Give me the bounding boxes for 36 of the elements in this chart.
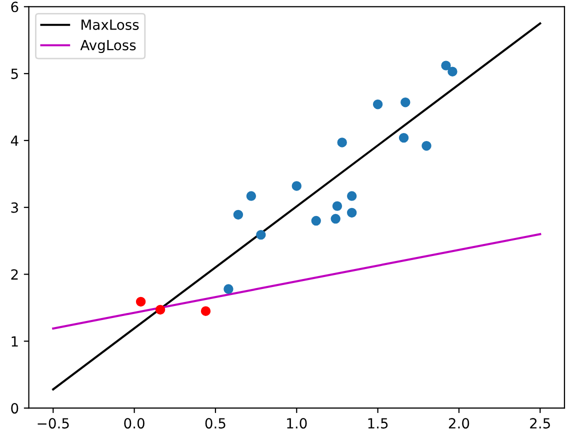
point bbox=[155, 304, 166, 315]
point bbox=[400, 97, 410, 108]
point bbox=[337, 138, 347, 148]
point bbox=[448, 66, 458, 76]
point bbox=[330, 214, 340, 224]
point bbox=[246, 191, 256, 201]
point bbox=[398, 132, 409, 143]
y-tick-label: 6 bbox=[11, 2, 18, 12]
x-tick-label: −0.5 bbox=[38, 418, 69, 429]
point bbox=[311, 216, 321, 226]
point bbox=[422, 140, 432, 151]
y-tick-label: 0 bbox=[11, 403, 18, 414]
point bbox=[332, 201, 342, 211]
legend-label: AvgLoss bbox=[80, 40, 136, 54]
legend-label: MaxLoss bbox=[82, 20, 139, 30]
y-tick-label: 5 bbox=[11, 68, 18, 80]
y-tick-label: 4 bbox=[10, 136, 18, 146]
point bbox=[256, 230, 266, 240]
x-tick-label: 2.5 bbox=[530, 418, 550, 429]
x-tick-label: 0.0 bbox=[124, 418, 144, 429]
point bbox=[224, 284, 234, 294]
x-tick-label: 2.0 bbox=[448, 418, 470, 429]
y-tick-label: 1 bbox=[12, 336, 18, 346]
point bbox=[441, 60, 451, 70]
point bbox=[200, 306, 211, 316]
point bbox=[346, 208, 357, 218]
point bbox=[233, 210, 244, 220]
x-tick-label: 1.5 bbox=[368, 418, 388, 429]
point bbox=[292, 181, 302, 191]
y-tick-label: 3 bbox=[11, 202, 18, 213]
x-tick-label: 0.5 bbox=[205, 418, 226, 429]
point bbox=[346, 191, 357, 201]
point bbox=[136, 296, 146, 307]
x-tick-label: 1.0 bbox=[287, 418, 307, 429]
point bbox=[372, 100, 383, 110]
y-tick-label: 2 bbox=[11, 269, 18, 280]
